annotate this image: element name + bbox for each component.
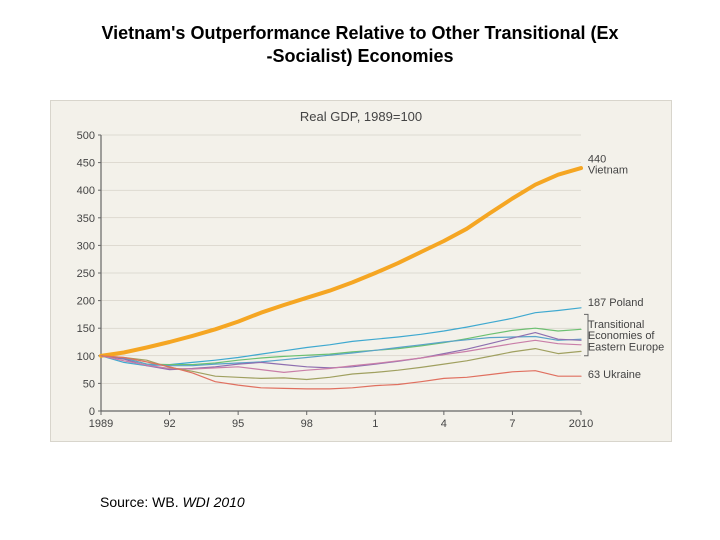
source-italic: WDI 2010 [182, 494, 244, 510]
svg-text:100: 100 [77, 351, 95, 363]
svg-text:50: 50 [83, 378, 95, 390]
source-citation: Source: WB. WDI 2010 [100, 494, 245, 510]
svg-text:1: 1 [372, 418, 378, 430]
source-prefix: Source: WB. [100, 494, 182, 510]
svg-text:98: 98 [301, 418, 313, 430]
svg-text:350: 350 [77, 213, 95, 225]
series-ukraine [101, 356, 581, 389]
svg-text:300: 300 [77, 240, 95, 252]
line-chart: 0 50 100 150 200 250 300 350 400 450 500 1989 92 95 98… [51, 101, 671, 441]
annotation: 63 Ukraine [588, 369, 641, 381]
svg-text:400: 400 [77, 185, 95, 197]
annotation: 187 Poland [588, 297, 644, 309]
series-vietnam [101, 168, 581, 356]
svg-text:450: 450 [77, 158, 95, 170]
chart-container: Real GDP, 1989=100 050100150200250300350… [50, 100, 672, 442]
svg-text:250: 250 [77, 268, 95, 280]
title-line-1: Vietnam's Outperformance Relative to Oth… [101, 23, 618, 43]
svg-text:0: 0 [89, 406, 95, 418]
series-czech [101, 328, 581, 364]
svg-text:92: 92 [163, 418, 175, 430]
title-line-2: -Socialist) Economies [266, 46, 453, 66]
annotation: Eastern Europe [588, 341, 664, 353]
svg-text:2010: 2010 [569, 418, 593, 430]
svg-text:1989: 1989 [89, 418, 113, 430]
page-title: Vietnam's Outperformance Relative to Oth… [30, 22, 690, 67]
page: Vietnam's Outperformance Relative to Oth… [0, 0, 720, 540]
svg-text:95: 95 [232, 418, 244, 430]
svg-text:200: 200 [77, 296, 95, 308]
annotation: Vietnam [588, 165, 628, 177]
svg-text:150: 150 [77, 323, 95, 335]
svg-text:7: 7 [509, 418, 515, 430]
svg-text:500: 500 [77, 130, 95, 142]
svg-text:4: 4 [441, 418, 447, 430]
